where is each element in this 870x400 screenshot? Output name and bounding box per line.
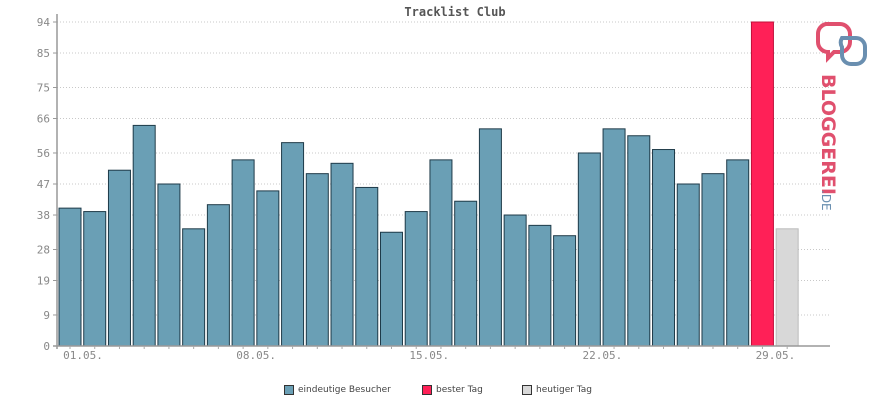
bar-20-05: [528, 224, 552, 347]
bar-chart: Tracklist Club 0 9 19 28 38 47 56 66 75 85 94 01.05…: [37, 5, 830, 362]
y-tick-label: 9: [43, 309, 50, 322]
bar-23-05: [602, 128, 626, 347]
bar-10-05: [281, 142, 305, 347]
bar-19-05: [503, 214, 527, 347]
legend-item-best-day: bester Tag: [422, 385, 483, 395]
legend-swatch: [284, 385, 294, 395]
x-tick-label: 29.05.: [756, 349, 796, 362]
legend-label: heutiger Tag: [536, 385, 593, 395]
y-tick-label: 66: [37, 113, 50, 126]
bar-25-05: [652, 149, 676, 347]
bar-30-05: [775, 228, 799, 347]
bar-11-05: [305, 173, 329, 347]
bar-05-05: [157, 183, 181, 347]
bloggerei-logo: BLOGGEREI .DE: [812, 18, 870, 218]
bar-14-05: [379, 231, 403, 347]
bar-02-05: [83, 211, 107, 347]
y-tick-label: 56: [37, 147, 50, 160]
y-tick-label: 0: [43, 340, 50, 353]
svg-text:BLOGGEREI: BLOGGEREI: [817, 74, 839, 195]
bar-03-05: [107, 169, 131, 347]
bar-29-05: [750, 21, 774, 347]
bar-12-05: [330, 162, 354, 347]
chart-title: Tracklist Club: [404, 5, 505, 19]
legend-item-today: heutiger Tag: [522, 385, 592, 395]
bar-04-05: [132, 124, 156, 347]
bar-18-05: [478, 128, 502, 347]
bar-17-05: [454, 200, 478, 347]
y-tick-label: 75: [37, 81, 50, 94]
y-tick-label: 47: [37, 178, 50, 191]
bar-06-05: [182, 228, 206, 347]
bar-22-05: [577, 152, 601, 347]
bar-27-05: [701, 173, 725, 347]
svg-text:.DE: .DE: [819, 190, 833, 211]
legend-item-unique-visitors: eindeutige Besucher: [284, 385, 391, 395]
bar-16-05: [429, 159, 453, 347]
x-tick-label: 22.05.: [582, 349, 622, 362]
bar-15-05: [404, 211, 428, 347]
y-tick-label: 85: [37, 47, 50, 60]
legend-label: bester Tag: [436, 385, 483, 395]
bar-24-05: [627, 135, 651, 347]
y-tick-label: 19: [37, 275, 50, 288]
bar-21-05: [553, 235, 577, 347]
bar-01-05: [58, 207, 82, 347]
x-tick-label: 01.05.: [63, 349, 103, 362]
legend-label: eindeutige Besucher: [298, 385, 391, 395]
bar-08-05: [231, 159, 255, 347]
legend-swatch: [522, 385, 532, 395]
axes: 0 9 19 28 38 47 56 66 75 85 94 01.05. 08.05. 15.05. 22…: [37, 14, 830, 362]
chat-bubbles-icon: [816, 22, 867, 66]
legend-swatch: [422, 385, 432, 395]
bar-28-05: [726, 159, 750, 347]
bar-09-05: [256, 190, 280, 347]
y-tick-label: 38: [37, 209, 50, 222]
bar-13-05: [355, 186, 379, 347]
bar-26-05: [676, 183, 700, 347]
bars: [58, 21, 799, 347]
legend: eindeutige Besucher bester Tag heutiger …: [0, 385, 870, 399]
bar-07-05: [206, 204, 230, 347]
y-tick-label: 94: [37, 16, 51, 29]
logo-wordmark: BLOGGEREI .DE: [817, 74, 839, 211]
y-tick-label: 28: [37, 243, 50, 256]
x-tick-label: 08.05.: [236, 349, 276, 362]
x-tick-label: 15.05.: [409, 349, 449, 362]
